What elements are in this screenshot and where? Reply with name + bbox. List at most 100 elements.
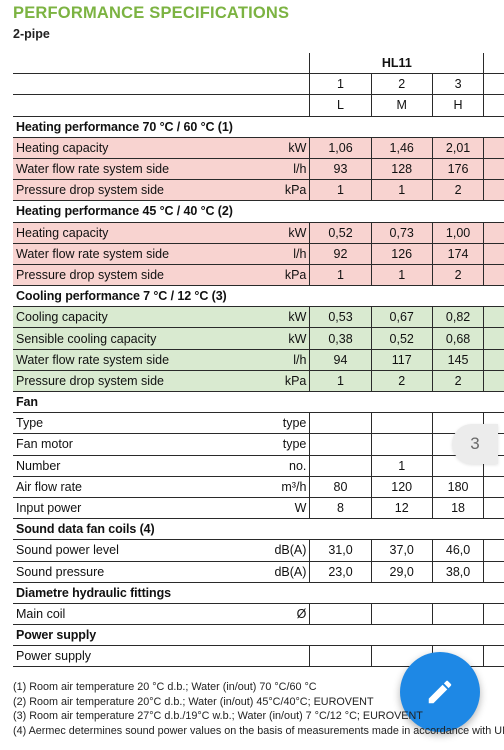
spec-value: 120 (371, 476, 433, 498)
spec-spacer (483, 370, 504, 393)
speed-number-row: 1 2 3 (13, 73, 504, 96)
spec-label: Fan motor (13, 433, 272, 456)
spec-unit: kW (271, 306, 311, 329)
speed-letter: L (309, 94, 372, 117)
spec-value: 2 (432, 264, 485, 287)
spec-spacer (483, 327, 504, 350)
section-header-row: Heating performance 45 °C / 40 °C (2) (13, 200, 504, 223)
spec-label: Pressure drop system side (13, 370, 272, 393)
spec-value: 128 (371, 158, 433, 181)
footnotes: (1) Room air temperature 20 °C d.b.; Wat… (13, 680, 504, 739)
spec-value: 1,46 (371, 137, 433, 159)
spec-label: Sound pressure (13, 561, 272, 583)
performance-table: HL11 1 2 3 L M H Heating performance 70 … (13, 53, 504, 668)
spec-value: 2 (371, 370, 433, 393)
spec-row: Water flow rate system side l/h 93 128 176 (13, 158, 504, 181)
spec-label: Input power (13, 497, 272, 520)
spec-label: Type (13, 412, 272, 435)
spec-value: 12 (371, 497, 433, 520)
speed-number: 2 (371, 73, 433, 96)
spec-value: 1 (371, 179, 433, 202)
spec-spacer (483, 179, 504, 202)
spec-label: Heating capacity (13, 222, 272, 244)
spec-value (371, 603, 433, 626)
spec-unit: type (271, 433, 311, 456)
section-title: Heating performance 70 °C / 60 °C (1) (13, 116, 504, 138)
spec-value: 31,0 (309, 539, 372, 562)
spec-unit: kPa (271, 179, 311, 202)
spec-spacer (483, 476, 504, 498)
spec-value (371, 412, 433, 435)
spec-value: 1,06 (309, 137, 372, 159)
spec-spacer (483, 645, 504, 668)
spec-unit: W (271, 497, 311, 520)
spec-label: Main coil (13, 603, 272, 626)
spec-spacer (483, 306, 504, 329)
spec-row: Sensible cooling capacity kW 0,38 0,52 0,68 (13, 327, 504, 350)
spec-value: 117 (371, 349, 433, 371)
spec-value (309, 433, 372, 456)
section-title: Diametre hydraulic fittings (13, 582, 504, 604)
spec-row: Pressure drop system side kPa 1 1 2 (13, 264, 504, 287)
page-title: PERFORMANCE SPECIFICATIONS (13, 4, 290, 22)
spec-row: Main coil Ø (13, 603, 504, 626)
spec-value: 80 (309, 476, 372, 498)
spec-unit: l/h (271, 158, 311, 181)
spec-value: 1 (309, 370, 372, 393)
section-title: Fan (13, 391, 504, 414)
section-header-row: Heating performance 70 °C / 60 °C (1) (13, 116, 504, 138)
spec-unit: kPa (271, 370, 311, 393)
footnote: (4) Aermec determines sound power values… (13, 725, 504, 738)
spec-value: 145 (432, 349, 485, 371)
spec-value: 0,82 (432, 306, 485, 329)
spec-value (309, 455, 372, 477)
spec-value (309, 603, 372, 626)
speed-number: 3 (432, 73, 485, 96)
spec-value: 126 (371, 243, 433, 265)
spec-value: 1 (371, 264, 433, 287)
spec-spacer (483, 349, 504, 371)
spec-value: 37,0 (371, 539, 433, 562)
spec-value: 94 (309, 349, 372, 371)
section-title: Power supply (13, 624, 504, 647)
spec-spacer (483, 137, 504, 159)
footnote: (3) Room air temperature 27°C d.b./19°C … (13, 710, 423, 723)
spec-row: Number no. 1 (13, 455, 504, 477)
spec-row: Water flow rate system side l/h 94 117 145 (13, 349, 504, 371)
section-header-row: Cooling performance 7 °C / 12 °C (3) (13, 285, 504, 308)
spec-value: 92 (309, 243, 372, 265)
edit-button[interactable] (400, 652, 480, 732)
section-header-row: Fan (13, 391, 504, 414)
speed-number: 1 (309, 73, 372, 96)
spec-label: Water flow rate system side (13, 243, 272, 265)
spec-value: 93 (309, 158, 372, 181)
spec-unit: kW (271, 222, 311, 244)
spec-unit: m³/h (271, 476, 311, 498)
model-name: HL11 (309, 53, 485, 75)
spec-label: Pressure drop system side (13, 264, 272, 287)
spec-value: 0,67 (371, 306, 433, 329)
pencil-icon (428, 680, 452, 704)
spec-value: 1 (309, 179, 372, 202)
spec-row: Air flow rate m³/h 80 120 180 (13, 476, 504, 498)
spec-label: Number (13, 455, 272, 477)
spec-value: 0,73 (371, 222, 433, 244)
spec-label: Water flow rate system side (13, 349, 272, 371)
spec-value: 18 (432, 497, 485, 520)
spec-value: 38,0 (432, 561, 485, 583)
spec-value: 0,53 (309, 306, 372, 329)
spec-spacer (483, 243, 504, 265)
spec-value: 2 (432, 370, 485, 393)
spec-spacer (483, 603, 504, 626)
spec-row: Sound power level dB(A) 31,0 37,0 46,0 (13, 539, 504, 562)
page-subtitle: 2-pipe (13, 27, 50, 41)
spec-value: 174 (432, 243, 485, 265)
spec-unit: dB(A) (271, 539, 311, 562)
speed-letter: H (432, 94, 485, 117)
spec-value (309, 412, 372, 435)
page-indicator[interactable]: 3 (452, 424, 498, 464)
spec-value: 2,01 (432, 137, 485, 159)
spec-value: 1 (309, 264, 372, 287)
spec-value: 1,00 (432, 222, 485, 244)
spec-spacer (483, 264, 504, 287)
